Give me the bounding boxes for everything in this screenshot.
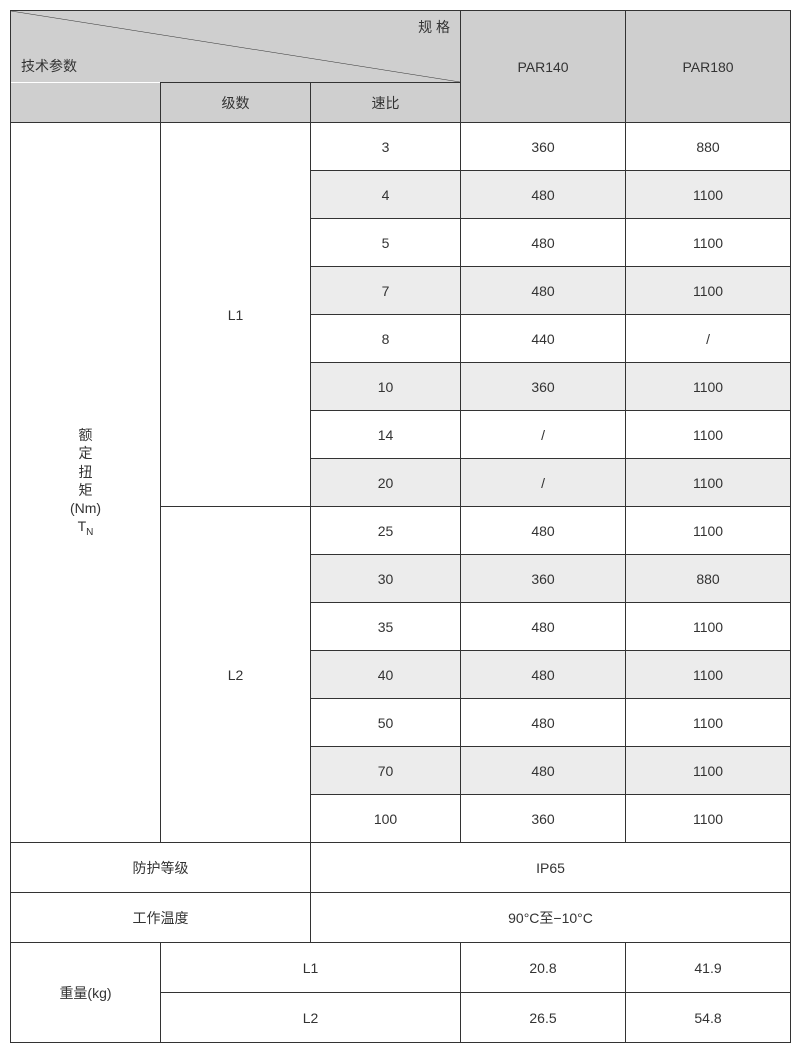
weight-label: 重量(kg): [11, 943, 161, 1043]
header-spec-label: 规 格: [418, 17, 450, 37]
ratio-cell: 8: [311, 315, 461, 363]
model-col-0: PAR140: [461, 11, 626, 123]
torque-char-2: 扭: [79, 464, 93, 480]
temperature-row: 工作温度 90°C至−10°C: [11, 893, 791, 943]
ratio-cell: 4: [311, 171, 461, 219]
torque-label-cell: 额 定 扭 矩 (Nm) TN: [11, 123, 161, 843]
ratio-cell: 14: [311, 411, 461, 459]
value-cell: 1100: [626, 651, 791, 699]
value-cell: 1100: [626, 603, 791, 651]
ratio-cell: 5: [311, 219, 461, 267]
temperature-value: 90°C至−10°C: [311, 893, 791, 943]
value-cell: 1100: [626, 267, 791, 315]
model-col-1: PAR180: [626, 11, 791, 123]
header-ratio: 速比: [311, 83, 461, 123]
value-cell: /: [461, 411, 626, 459]
value-cell: 480: [461, 651, 626, 699]
ratio-cell: 100: [311, 795, 461, 843]
protection-label: 防护等级: [11, 843, 311, 893]
ratio-cell: 25: [311, 507, 461, 555]
value-cell: 880: [626, 555, 791, 603]
temperature-label: 工作温度: [11, 893, 311, 943]
value-cell: 360: [461, 795, 626, 843]
value-cell: 360: [461, 555, 626, 603]
torque-char-3: 矩: [79, 482, 93, 498]
ratio-cell: 35: [311, 603, 461, 651]
spec-table: 规 格 技术参数 PAR140 PAR180 级数 速比 额 定 扭 矩 (Nm…: [10, 10, 791, 1043]
value-cell: 1100: [626, 507, 791, 555]
value-cell: 360: [461, 363, 626, 411]
value-cell: 480: [461, 699, 626, 747]
value-cell: 440: [461, 315, 626, 363]
value-cell: 480: [461, 267, 626, 315]
value-cell: 360: [461, 123, 626, 171]
protection-row: 防护等级 IP65: [11, 843, 791, 893]
stage-l2: L2: [161, 507, 311, 843]
weight-stage-l2: L2: [161, 993, 461, 1043]
value-cell: 1100: [626, 459, 791, 507]
value-cell: 1100: [626, 363, 791, 411]
weight-value: 54.8: [626, 993, 791, 1043]
value-cell: 480: [461, 603, 626, 651]
ratio-cell: 10: [311, 363, 461, 411]
value-cell: /: [461, 459, 626, 507]
header-row-1: 规 格 技术参数 PAR140 PAR180: [11, 11, 791, 83]
ratio-cell: 50: [311, 699, 461, 747]
ratio-cell: 3: [311, 123, 461, 171]
value-cell: 480: [461, 747, 626, 795]
torque-symbol: TN: [78, 518, 94, 534]
torque-unit: (Nm): [70, 500, 101, 516]
value-cell: 480: [461, 171, 626, 219]
weight-value: 20.8: [461, 943, 626, 993]
value-cell: 1100: [626, 699, 791, 747]
stage-l1: L1: [161, 123, 311, 507]
header-param-label: 技术参数: [21, 56, 77, 76]
value-cell: /: [626, 315, 791, 363]
value-cell: 480: [461, 219, 626, 267]
torque-char-1: 定: [79, 445, 93, 461]
ratio-cell: 7: [311, 267, 461, 315]
value-cell: 880: [626, 123, 791, 171]
weight-value: 41.9: [626, 943, 791, 993]
value-cell: 1100: [626, 171, 791, 219]
value-cell: 1100: [626, 219, 791, 267]
value-cell: 480: [461, 507, 626, 555]
ratio-cell: 70: [311, 747, 461, 795]
value-cell: 1100: [626, 795, 791, 843]
value-cell: 1100: [626, 747, 791, 795]
ratio-cell: 20: [311, 459, 461, 507]
header-blank: [11, 83, 161, 123]
diagonal-header: 规 格 技术参数: [11, 11, 461, 83]
weight-value: 26.5: [461, 993, 626, 1043]
weight-row-l1: 重量(kg) L1 20.8 41.9: [11, 943, 791, 993]
protection-value: IP65: [311, 843, 791, 893]
ratio-cell: 30: [311, 555, 461, 603]
torque-char-0: 额: [79, 427, 93, 443]
ratio-cell: 40: [311, 651, 461, 699]
value-cell: 1100: [626, 411, 791, 459]
table-row: 额 定 扭 矩 (Nm) TN L1 3 360 880: [11, 123, 791, 171]
weight-stage-l1: L1: [161, 943, 461, 993]
header-stage: 级数: [161, 83, 311, 123]
